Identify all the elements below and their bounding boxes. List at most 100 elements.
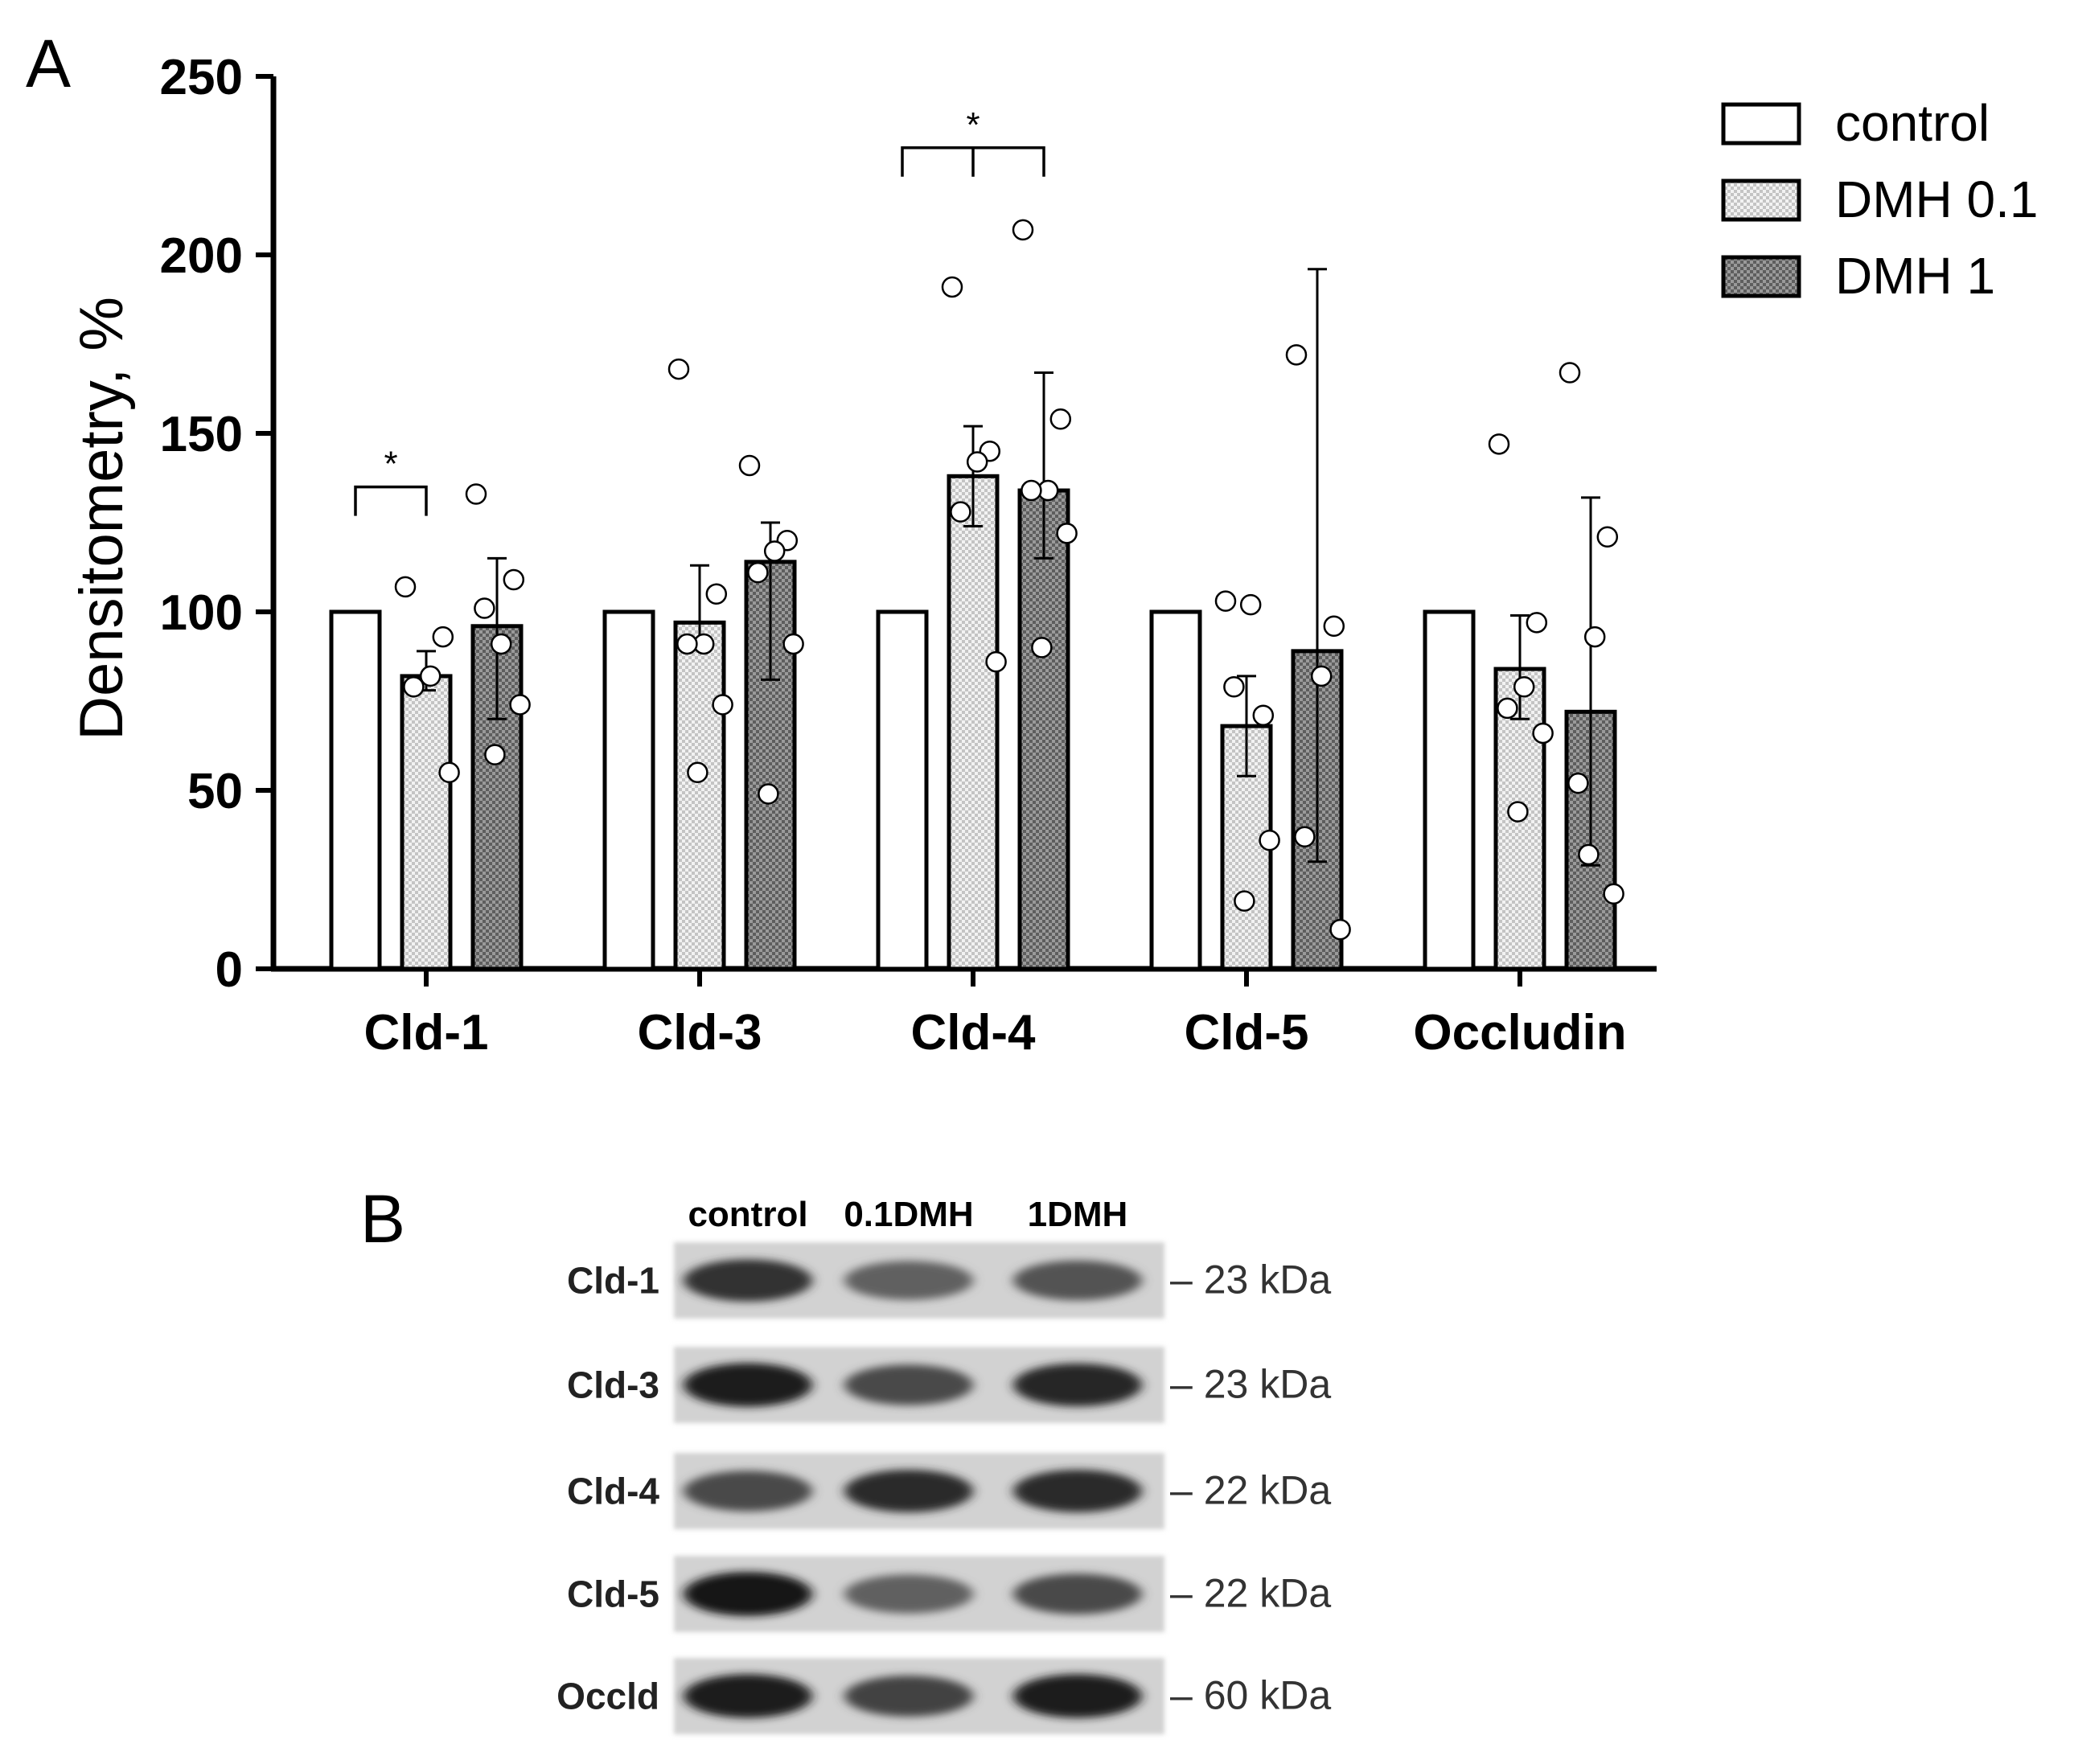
lane-label: 0.1DMH [844, 1195, 973, 1234]
data-point [1603, 883, 1624, 905]
data-point [432, 626, 454, 648]
data-point [1497, 697, 1518, 720]
blot-row-label: Occld [556, 1676, 659, 1717]
panel-b-label: B [360, 1181, 405, 1257]
protein-band [684, 1363, 812, 1407]
panel-a-label: A [26, 26, 71, 101]
molecular-weight-label: – 22 kDa [1170, 1571, 1331, 1616]
data-point [667, 358, 690, 380]
y-tick-label: 150 [160, 407, 243, 462]
data-point [941, 276, 963, 298]
blot-row-label: Cld-3 [567, 1364, 659, 1406]
data-point [712, 694, 733, 716]
data-point [1012, 219, 1034, 241]
data-point [1559, 362, 1581, 384]
data-point [1513, 675, 1535, 698]
legend-label: DMH 1 [1835, 247, 1995, 305]
data-point [490, 633, 512, 655]
significance-bracket [354, 485, 428, 516]
data-point [484, 744, 506, 765]
legend-label: control [1835, 94, 1990, 152]
western-blot-panel: control 0.1DMH 1DMH Cld-1 – 23 kDa Cld-3 – 23 … [556, 1195, 1331, 1734]
protein-band [844, 1676, 973, 1717]
data-point [419, 665, 441, 687]
data-point [687, 761, 708, 784]
x-tick-label: Occludin [1413, 1005, 1626, 1060]
data-point [509, 694, 531, 716]
bar [947, 474, 1000, 971]
x-tick-label: Cld-1 [364, 1005, 489, 1060]
y-tick-label: 200 [160, 228, 243, 284]
legend-label: DMH 0.1 [1835, 170, 2039, 228]
data-point [503, 568, 525, 591]
molecular-weight-label: – 23 kDa [1170, 1257, 1331, 1302]
data-point [1056, 523, 1078, 544]
bar [602, 609, 655, 971]
blot-row-label: Cld-5 [567, 1573, 659, 1615]
protein-band [1013, 1363, 1142, 1407]
data-point [1526, 612, 1548, 634]
data-point [1252, 704, 1275, 727]
legend-swatch [1721, 178, 1801, 222]
bar [673, 620, 726, 971]
molecular-weight-label: – 60 kDa [1170, 1673, 1331, 1718]
protein-band [844, 1261, 973, 1300]
legend: control DMH 0.1 DMH 1 [1721, 94, 2039, 305]
data-point [1310, 665, 1333, 687]
protein-band [1013, 1470, 1142, 1512]
protein-band [684, 1259, 812, 1302]
bar [400, 674, 453, 971]
data-point [1583, 626, 1606, 648]
bar [329, 609, 382, 971]
x-tick-label: Cld-3 [638, 1005, 762, 1060]
lane-label: 1DMH [1028, 1195, 1128, 1234]
data-point [738, 454, 761, 477]
data-point [438, 761, 460, 784]
protein-band [844, 1470, 973, 1512]
protein-band [684, 1572, 812, 1616]
significance-annotations: ** [354, 105, 1045, 516]
bar [1149, 609, 1202, 971]
data-point [763, 540, 786, 562]
bar [1017, 488, 1070, 971]
data-point [1596, 526, 1619, 548]
significance-label: * [384, 445, 397, 484]
protein-band [684, 1674, 812, 1718]
chart-data-points [394, 219, 1624, 941]
y-axis-label: Densitometry, % [68, 297, 136, 740]
significance-label: * [966, 105, 980, 145]
legend-swatch [1721, 102, 1801, 146]
data-point [1294, 826, 1316, 847]
data-point [676, 633, 698, 655]
protein-band [844, 1364, 973, 1405]
data-point [1578, 843, 1600, 866]
data-point [705, 583, 728, 605]
x-tick-label: Cld-4 [911, 1005, 1037, 1060]
data-point [1049, 408, 1072, 430]
data-point [1234, 890, 1255, 912]
protein-band [1013, 1260, 1142, 1301]
data-point [1323, 615, 1345, 638]
data-point [747, 561, 769, 584]
bar [1423, 609, 1476, 971]
data-point [966, 451, 988, 473]
protein-band [844, 1574, 973, 1614]
molecular-weight-label: – 23 kDa [1170, 1362, 1331, 1407]
data-point [1259, 829, 1280, 851]
protein-band [684, 1471, 812, 1512]
data-point [1285, 344, 1308, 366]
chart-error-bars [417, 268, 1600, 867]
data-point [782, 633, 804, 655]
data-point [1567, 772, 1589, 794]
chart-bars [329, 474, 1617, 971]
data-point [1532, 722, 1554, 745]
data-point [1488, 433, 1510, 455]
y-tick-label: 250 [160, 50, 243, 105]
x-tick-label: Cld-5 [1185, 1005, 1309, 1060]
data-point [1329, 918, 1351, 941]
data-point [465, 483, 487, 505]
legend-swatch [1721, 255, 1801, 298]
molecular-weight-label: – 22 kDa [1170, 1468, 1331, 1513]
data-point [403, 675, 425, 698]
